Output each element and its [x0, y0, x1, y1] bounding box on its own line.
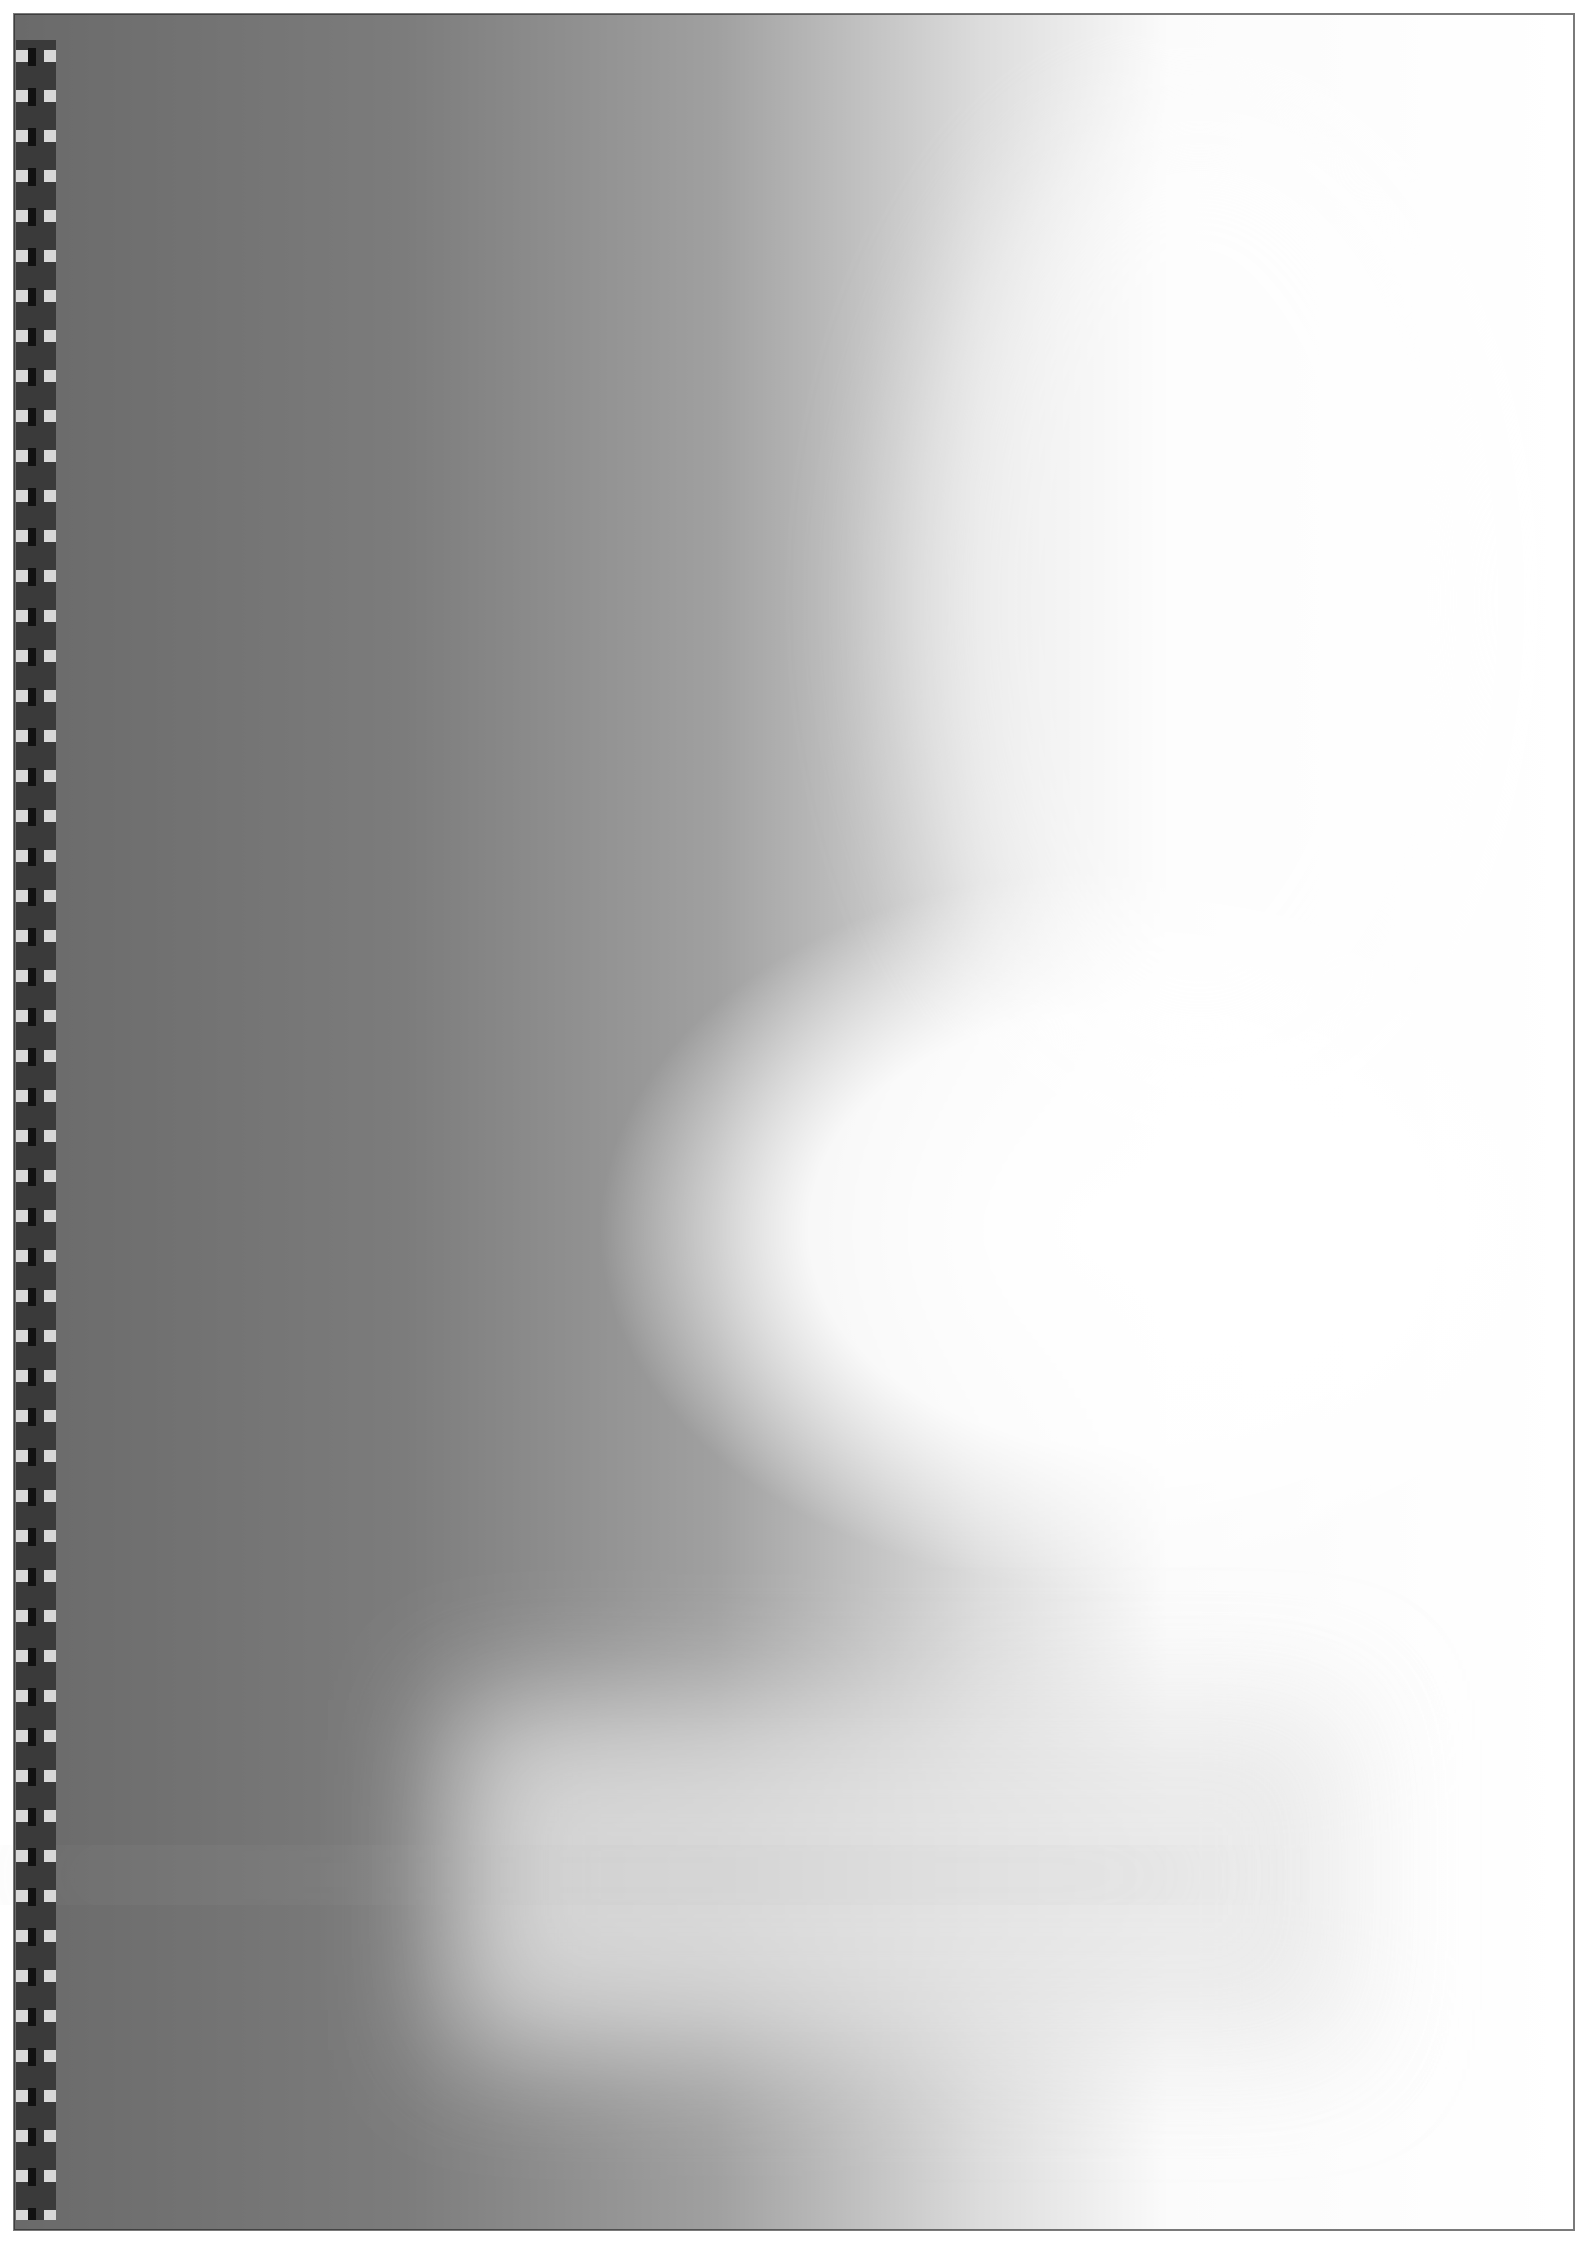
lower-band	[14, 1860, 1214, 1890]
spiral-binding	[16, 40, 56, 2220]
bright-area-top	[900, 100, 1500, 1100]
page: (() => { const data = JSON.parse(documen…	[0, 0, 1588, 2245]
scanned-page	[0, 0, 1588, 2245]
